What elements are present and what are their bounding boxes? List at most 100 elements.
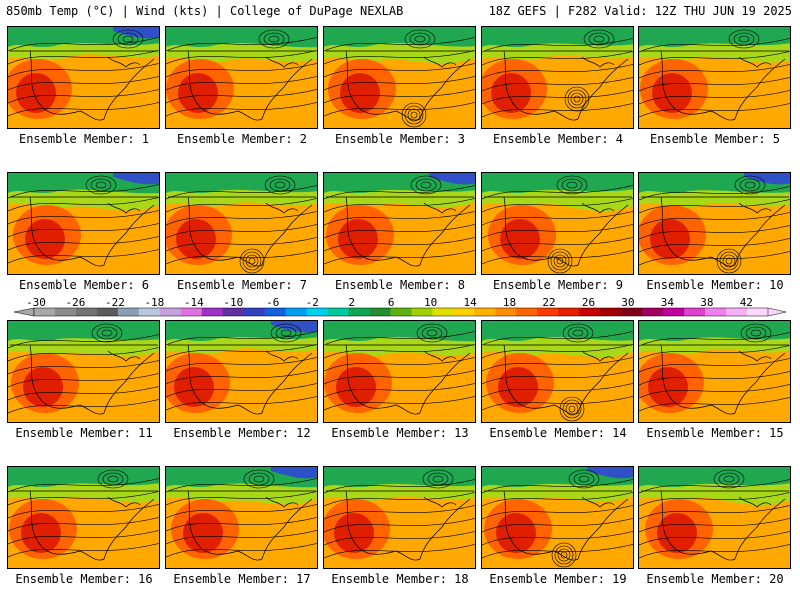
- temperature-map: [482, 321, 633, 422]
- colorbar-segment: [579, 308, 601, 316]
- ensemble-member-label: Ensemble Member: 1: [18, 132, 150, 146]
- ensemble-member-label: Ensemble Member: 10: [646, 278, 784, 292]
- ensemble-member-label: Ensemble Member: 18: [331, 572, 469, 586]
- colorbar-segment: [264, 308, 287, 316]
- colorbar-tick-label: 18: [503, 296, 516, 309]
- colorbar-tick-label: -2: [306, 296, 319, 309]
- colorbar-segment: [684, 308, 706, 316]
- ensemble-member-label: Ensemble Member: 2: [176, 132, 308, 146]
- colorbar-segment: [411, 308, 433, 316]
- colorbar-segment: [726, 308, 748, 316]
- ensemble-map-panel: [7, 172, 160, 275]
- ensemble-map-panel: [165, 466, 318, 569]
- temperature-map: [324, 321, 475, 422]
- temperature-map: [482, 467, 633, 568]
- colorbar-segment: [516, 308, 538, 316]
- colorbar-tick-label: 34: [661, 296, 675, 309]
- temperature-map: [166, 173, 317, 274]
- ensemble-map-panel: [323, 320, 476, 423]
- ensemble-member-label: Ensemble Member: 13: [331, 426, 469, 440]
- colorbar-segment: [537, 308, 559, 316]
- colorbar-segment: [642, 308, 664, 316]
- ensemble-map-panel: [7, 320, 160, 423]
- colorbar-segment: [663, 308, 685, 316]
- ensemble-map-panel: [481, 320, 634, 423]
- colorbar-segment: [243, 308, 266, 316]
- colorbar-segment: [54, 308, 77, 316]
- ensemble-map-panel: [165, 172, 318, 275]
- colorbar-segment: [34, 308, 56, 316]
- ensemble-map-panel: [7, 466, 160, 569]
- temperature-map: [166, 27, 317, 128]
- temperature-map: [639, 27, 790, 128]
- colorbar-segment: [348, 308, 371, 316]
- colorbar-segment: [474, 308, 496, 316]
- ensemble-map-panel: [165, 320, 318, 423]
- colorbar-segment: [159, 308, 182, 316]
- ensemble-member-label: Ensemble Member: 8: [334, 278, 466, 292]
- temperature-map: [639, 467, 790, 568]
- ensemble-member-label: Ensemble Member: 12: [173, 426, 311, 440]
- colorbar-tick-label: -6: [266, 296, 279, 309]
- colorbar-segment: [621, 308, 643, 316]
- colorbar-segment: [306, 308, 329, 316]
- temperature-map: [639, 173, 790, 274]
- ensemble-map-panel: [638, 172, 791, 275]
- temperature-map: [639, 321, 790, 422]
- ensemble-member-label: Ensemble Member: 17: [173, 572, 311, 586]
- ensemble-member-label: Ensemble Member: 16: [15, 572, 153, 586]
- colorbar-segment: [705, 308, 727, 316]
- colorbar-segment: [96, 308, 119, 316]
- temperature-map: [324, 467, 475, 568]
- header-title: 850mb Temp (°C) | Wind (kts) | College o…: [6, 4, 404, 18]
- temperature-map: [166, 321, 317, 422]
- colorbar-segment: [75, 308, 98, 316]
- ensemble-member-label: Ensemble Member: 14: [489, 426, 627, 440]
- temperature-map: [482, 27, 633, 128]
- temperature-map: [8, 321, 159, 422]
- ensemble-map-panel: [481, 26, 634, 129]
- temperature-map: [482, 173, 633, 274]
- ensemble-map-panel: [481, 466, 634, 569]
- ensemble-map-panel: [7, 26, 160, 129]
- colorbar-segment: [222, 308, 245, 316]
- header-run-info: 18Z GEFS | F282 Valid: 12Z THU JUN 19 20…: [488, 4, 792, 18]
- colorbar-tick-label: -10: [223, 296, 243, 309]
- colorbar-tick-label: 2: [348, 296, 355, 309]
- colorbar-segment: [180, 308, 203, 316]
- colorbar-segment: [390, 308, 412, 316]
- ensemble-map-panel: [323, 466, 476, 569]
- temperature-map: [8, 27, 159, 128]
- colorbar-tick-label: 6: [388, 296, 395, 309]
- colorbar-tick-label: 42: [740, 296, 753, 309]
- colorbar-tick-label: -26: [66, 296, 86, 309]
- temperature-colorbar: -30 -26 -22 -18 -14 -10 -6 -2 2 6 10 14 18 22 26 30 34 38…: [13, 296, 787, 317]
- ensemble-member-label: Ensemble Member: 5: [649, 132, 781, 146]
- colorbar-tick-label: -30: [26, 296, 46, 309]
- ensemble-member-label: Ensemble Member: 4: [492, 132, 624, 146]
- ensemble-member-label: Ensemble Member: 15: [646, 426, 784, 440]
- colorbar-tick-label: 30: [621, 296, 634, 309]
- colorbar-segment: [600, 308, 622, 316]
- colorbar-tick-label: -14: [184, 296, 204, 309]
- colorbar-segment: [747, 308, 769, 316]
- ensemble-member-label: Ensemble Member: 6: [18, 278, 150, 292]
- ensemble-member-label: Ensemble Member: 7: [176, 278, 308, 292]
- temperature-map: [8, 173, 159, 274]
- ensemble-member-label: Ensemble Member: 20: [646, 572, 784, 586]
- colorbar-tick-label: -22: [105, 296, 125, 309]
- temperature-map: [8, 467, 159, 568]
- ensemble-map-panel: [165, 26, 318, 129]
- colorbar-segment: [558, 308, 580, 316]
- colorbar-segment: [369, 308, 392, 316]
- colorbar-tick-label: -18: [144, 296, 164, 309]
- ensemble-map-panel: [481, 172, 634, 275]
- temperature-map: [166, 467, 317, 568]
- colorbar-segment: [285, 308, 308, 316]
- ensemble-map-panel: [638, 26, 791, 129]
- colorbar-tick-label: 10: [424, 296, 437, 309]
- colorbar-tick-label: 26: [582, 296, 595, 309]
- colorbar-segment: [201, 308, 224, 316]
- ensemble-map-panel: [323, 26, 476, 129]
- ensemble-member-label: Ensemble Member: 9: [492, 278, 624, 292]
